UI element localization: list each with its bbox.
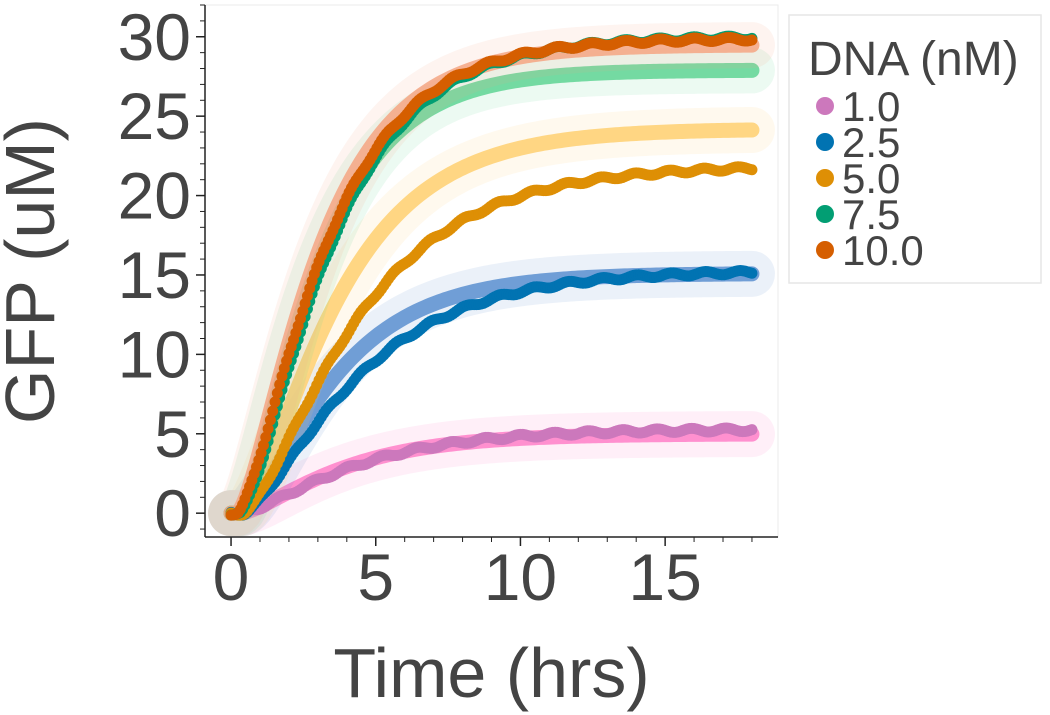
legend-marker (816, 169, 834, 187)
data-point (271, 387, 283, 399)
data-point (274, 379, 286, 391)
y-axis-title: GFP (uM) (0, 118, 69, 424)
y-tick-label: 15 (118, 238, 191, 312)
legend-title: DNA (nM) (808, 33, 1019, 86)
band-core-5.0 (223, 122, 760, 521)
x-tick-label: 5 (357, 540, 394, 614)
y-tick-label: 10 (118, 317, 191, 391)
data-point (746, 267, 758, 279)
data-point (264, 414, 276, 426)
legend-marker (816, 241, 834, 259)
data-point (746, 424, 758, 436)
series-5.0 (225, 161, 758, 521)
data-point (269, 396, 281, 408)
legend-label: 7.5 (842, 191, 900, 238)
legend-label: 2.5 (842, 119, 900, 166)
x-tick-label: 0 (213, 540, 250, 614)
data-point (267, 405, 279, 417)
x-tick-label: 15 (628, 540, 701, 614)
legend-items: 1.02.55.07.510.0 (816, 83, 924, 274)
legend-item-10.0: 10.0 (816, 227, 924, 274)
plot-area (204, 4, 779, 538)
data-point (262, 423, 274, 435)
y-tick-label: 0 (154, 476, 191, 550)
x-axis-ticks: 0 5 10 15 (213, 537, 753, 614)
y-tick-label: 20 (118, 159, 191, 233)
legend-label: 1.0 (842, 83, 900, 130)
data-point (746, 164, 758, 176)
legend-item-7.5: 7.5 (816, 191, 900, 238)
legend-marker (816, 97, 834, 115)
data-point (260, 431, 272, 443)
data-point (746, 34, 758, 46)
x-axis-title: Time (hrs) (333, 634, 649, 712)
legend-item-1.0: 1.0 (816, 83, 900, 130)
legend-label: 5.0 (842, 155, 900, 202)
legend-marker (816, 133, 834, 151)
data-points (225, 30, 758, 521)
y-tick-label: 25 (118, 79, 191, 153)
legend-box (788, 14, 1042, 284)
series-10.0 (225, 31, 758, 521)
legend-item-5.0: 5.0 (816, 155, 900, 202)
legend: DNA (nM) 1.02.55.07.510.0 (788, 14, 1042, 284)
y-tick-label: 30 (118, 0, 191, 74)
y-tick-label: 5 (154, 397, 191, 471)
x-tick-label: 10 (484, 540, 557, 614)
legend-label: 10.0 (842, 227, 924, 274)
legend-item-2.5: 2.5 (816, 119, 900, 166)
legend-marker (816, 205, 834, 223)
